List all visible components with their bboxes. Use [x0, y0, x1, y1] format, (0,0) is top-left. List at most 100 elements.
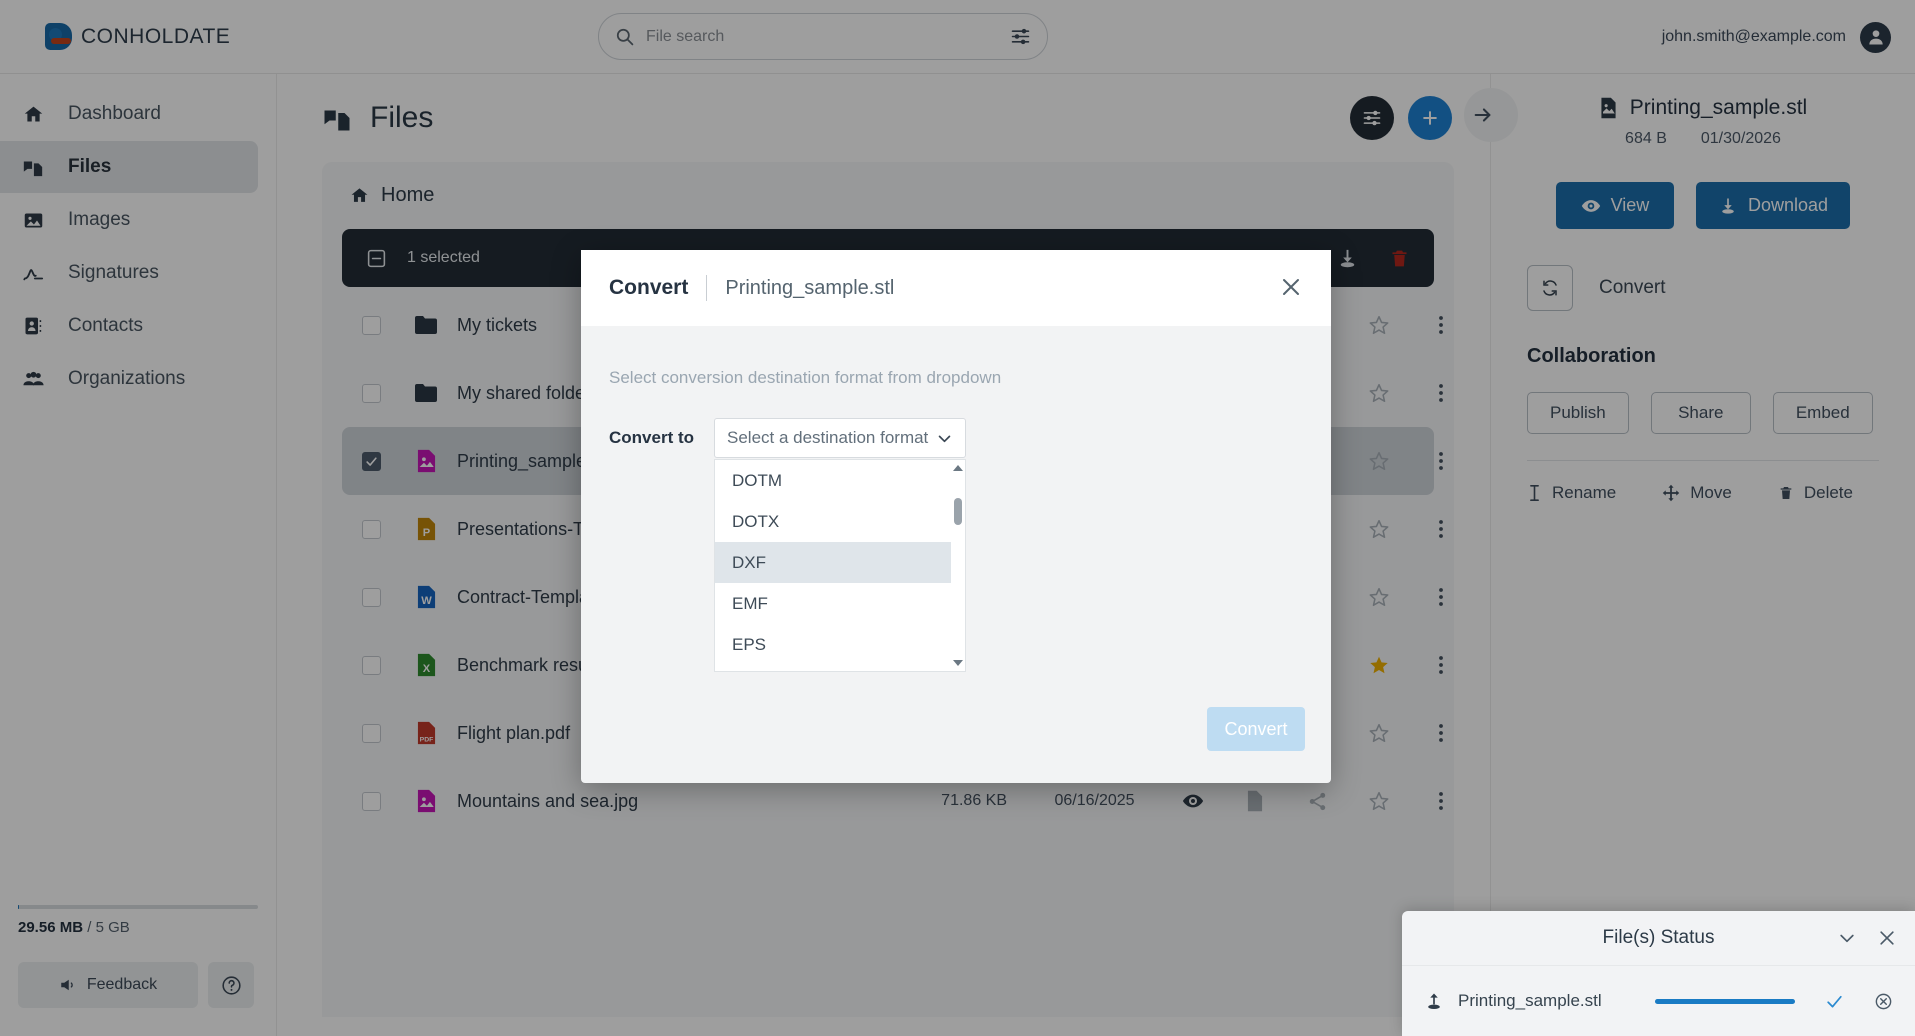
sidebar-item-organizations[interactable]: Organizations [0, 353, 258, 405]
convert-modal-footer: Convert [1207, 707, 1305, 751]
favorite-star-icon[interactable] [1368, 586, 1390, 608]
file-status-header-actions [1837, 928, 1897, 948]
help-button[interactable] [208, 962, 254, 1008]
row-actions [1182, 382, 1452, 404]
favorite-star-icon[interactable] [1368, 382, 1390, 404]
files-icon [322, 103, 352, 133]
preview-eye-icon[interactable] [1182, 790, 1204, 812]
row-checkbox[interactable] [362, 383, 381, 403]
question-circle-icon [221, 975, 242, 996]
table-row[interactable]: Mountains and sea.jpg 71.86 KB 06/16/2025 [342, 767, 1443, 835]
row-menu-icon[interactable] [1430, 790, 1452, 812]
feedback-button[interactable]: Feedback [18, 962, 198, 1008]
row-checkbox[interactable] [362, 723, 381, 743]
sidebar-item-dashboard[interactable]: Dashboard [0, 88, 258, 140]
chevron-down-icon[interactable] [1837, 928, 1857, 948]
file-name: Printing_sample.stl [457, 450, 610, 471]
avatar[interactable] [1860, 21, 1891, 53]
move-button[interactable]: Move [1662, 483, 1732, 503]
favorite-star-icon[interactable] [1368, 654, 1390, 676]
share-icon[interactable] [1306, 791, 1328, 812]
row-checkbox[interactable] [362, 655, 381, 675]
svg-text:W: W [421, 595, 432, 607]
scrollbar-thumb[interactable] [954, 498, 962, 525]
dropdown-option[interactable]: EPS [732, 634, 767, 654]
scroll-up-arrow-icon[interactable] [953, 465, 963, 471]
favorite-star-icon[interactable] [1368, 518, 1390, 540]
megaphone-icon [59, 976, 77, 994]
excel-file-icon: X [416, 653, 437, 677]
plus-icon [1420, 108, 1440, 128]
favorite-star-icon[interactable] [1368, 722, 1390, 744]
delete-icon[interactable] [1389, 248, 1410, 269]
dropdown-option[interactable]: DOTM [732, 470, 783, 490]
sidebar-item-contacts[interactable]: Contacts [0, 300, 258, 352]
row-checkbox[interactable] [362, 587, 381, 607]
embed-button[interactable]: Embed [1772, 392, 1873, 434]
rename-cursor-icon [1527, 484, 1542, 502]
filter-sliders-icon [1362, 108, 1382, 128]
row-checkbox[interactable] [362, 791, 381, 811]
row-menu-icon[interactable] [1430, 654, 1452, 676]
row-menu-icon[interactable] [1430, 586, 1452, 608]
share-button[interactable]: Share [1650, 392, 1751, 434]
close-icon[interactable] [1877, 928, 1897, 948]
rename-button[interactable]: Rename [1527, 483, 1616, 503]
dropdown-option[interactable]: DOTX [732, 511, 780, 531]
table-row[interactable]: My tickets [342, 291, 1443, 359]
add-button[interactable] [1408, 96, 1452, 140]
dropdown-option[interactable]: DXF [715, 542, 953, 583]
destination-format-select[interactable]: Select a destination format [714, 418, 966, 458]
file-type-icon-cell: W [413, 585, 439, 609]
breadcrumb[interactable]: Home [322, 162, 1454, 207]
convert-icon-button[interactable] [1527, 265, 1573, 311]
sidebar-item-signatures[interactable]: Signatures [0, 247, 258, 299]
detail-convert-row[interactable]: Convert [1527, 265, 1915, 311]
sidebar-item-files[interactable]: Files [0, 141, 258, 193]
account-area[interactable]: john.smith@example.com [1662, 0, 1891, 74]
delete-button[interactable]: Delete [1778, 483, 1853, 503]
row-menu-icon[interactable] [1430, 382, 1452, 404]
deselect-all-icon[interactable] [366, 248, 387, 269]
sidebar-item-images[interactable]: Images [0, 194, 258, 246]
sidebar-item-label: Files [68, 156, 112, 177]
row-menu-icon[interactable] [1430, 518, 1452, 540]
filter-button[interactable] [1350, 96, 1394, 140]
document-status-icon[interactable] [1244, 790, 1266, 812]
file-type-icon-cell [413, 315, 439, 335]
favorite-star-icon[interactable] [1368, 450, 1390, 472]
delete-label: Delete [1803, 483, 1853, 502]
contacts-icon [20, 316, 46, 336]
search-input[interactable] [646, 27, 998, 46]
publish-button[interactable]: Publish [1527, 392, 1629, 434]
dropdown-option[interactable]: EMF [732, 593, 768, 613]
convert-modal: Convert Printing_sample.stl Select conve… [581, 250, 1331, 783]
row-actions [1182, 314, 1452, 336]
search-box[interactable] [598, 13, 1048, 60]
row-checkbox[interactable] [362, 315, 381, 335]
panel-divider [1527, 460, 1879, 461]
file-date: 06/16/2025 [1054, 792, 1135, 809]
scroll-down-arrow-icon[interactable] [953, 660, 963, 666]
download-button[interactable]: Download [1695, 182, 1851, 229]
brand-logo[interactable]: CONHOLDATE [45, 23, 230, 50]
image-icon [20, 210, 46, 231]
close-modal-button[interactable] [1279, 275, 1303, 302]
convert-submit-button[interactable]: Convert [1207, 707, 1305, 751]
row-menu-icon[interactable] [1430, 314, 1452, 336]
favorite-star-icon[interactable] [1368, 790, 1390, 812]
row-checkbox[interactable] [362, 451, 381, 471]
row-checkbox[interactable] [362, 519, 381, 539]
table-row[interactable]: My shared folder [342, 359, 1443, 427]
favorite-star-icon[interactable] [1368, 314, 1390, 336]
row-menu-icon[interactable] [1430, 722, 1452, 744]
modal-title-divider [706, 275, 708, 301]
destination-format-dropdown[interactable]: DOTM DOTX DXF EMF EPS [714, 459, 966, 672]
dropdown-scrollbar[interactable] [951, 460, 965, 671]
view-button[interactable]: View [1555, 182, 1674, 229]
upload-cancel-icon[interactable] [1874, 992, 1893, 1011]
filter-sliders-icon[interactable] [1010, 26, 1031, 47]
download-icon[interactable] [1336, 247, 1359, 270]
row-menu-icon[interactable] [1430, 450, 1452, 472]
collapse-panel-button[interactable] [1464, 88, 1518, 142]
